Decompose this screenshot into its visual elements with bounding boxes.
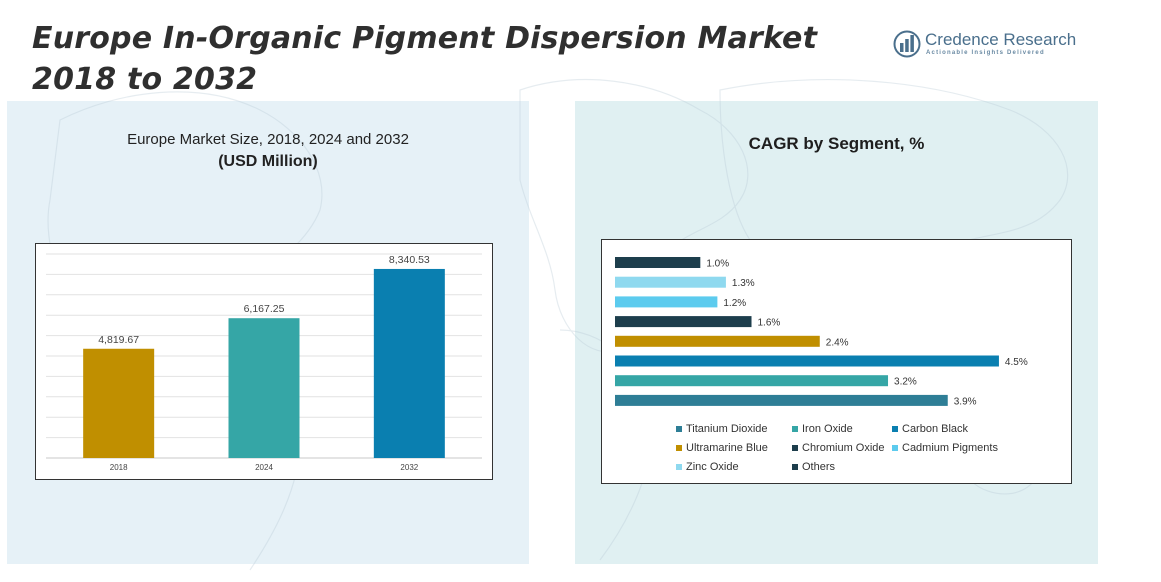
legend-swatch xyxy=(892,445,898,451)
bar-chart-circle-icon xyxy=(893,30,921,58)
legend-label: Zinc Oxide xyxy=(686,461,739,473)
legend-swatch xyxy=(792,426,798,432)
bar-2032 xyxy=(373,268,445,458)
hbar-cadmium-pigments xyxy=(615,296,718,308)
bar-value-label: 4,819.67 xyxy=(98,334,139,346)
cagr-title: CAGR by Segment, % xyxy=(748,134,925,153)
bar-2018 xyxy=(83,348,155,458)
x-tick-label: 2032 xyxy=(400,463,418,472)
logo-tagline: Actionable Insights Delivered xyxy=(926,50,1045,56)
credence-research-logo: Credence Research Actionable Insights De… xyxy=(893,28,1077,62)
hbar-value-label: 1.3% xyxy=(732,278,755,289)
x-tick-label: 2024 xyxy=(255,463,273,472)
legend-item-titanium-dioxide: Titanium Dioxide xyxy=(676,423,768,435)
legend-item-iron-oxide: Iron Oxide xyxy=(792,423,853,435)
legend-item-carbon-black: Carbon Black xyxy=(892,423,968,435)
hbar-value-label: 2.4% xyxy=(826,337,849,348)
market-size-subtitle: Europe Market Size, 2018, 2024 and 2032 xyxy=(127,131,409,148)
legend-label: Ultramarine Blue xyxy=(686,442,768,454)
market-size-unit: (USD Million) xyxy=(218,153,318,170)
legend-label: Carbon Black xyxy=(902,423,969,435)
hbar-titanium-dioxide xyxy=(615,394,948,406)
bar-value-label: 8,340.53 xyxy=(389,254,430,266)
legend-label: Cadmium Pigments xyxy=(902,442,998,454)
hbar-iron-oxide xyxy=(615,375,889,387)
hbar-value-label: 1.0% xyxy=(706,259,729,270)
title-line-1: Europe In-Organic Pigment Dispersion Mar… xyxy=(32,21,818,56)
cagr-chart-frame: 1.0% 1.3% 1.2% 1.6% 2.4% 4.5% 3.2% 3.9% xyxy=(601,239,1072,484)
legend-item-zinc-oxide: Zinc Oxide xyxy=(676,461,739,473)
hbar-value-label: 3.9% xyxy=(954,396,977,407)
hbar-value-label: 1.2% xyxy=(723,298,746,309)
x-tick-label: 2018 xyxy=(110,463,128,472)
legend-label: Chromium Oxide xyxy=(802,442,885,454)
hbar-carbon-black xyxy=(615,355,999,367)
hbar-ultramarine-blue xyxy=(615,335,820,347)
title-line-2: 2018 to 2032 xyxy=(32,62,258,97)
legend-swatch xyxy=(892,426,898,432)
hbar-zinc-oxide xyxy=(615,276,726,288)
legend-item-cadmium-pigments: Cadmium Pigments xyxy=(892,442,998,454)
market-size-chart-frame: 4,819.67 2018 6,167.25 2024 8,340.53 2032 xyxy=(35,243,493,480)
hbar-others xyxy=(615,257,701,268)
legend-label: Iron Oxide xyxy=(802,423,853,435)
hbar-value-label: 4.5% xyxy=(1005,357,1028,368)
market-size-chart: 4,819.67 2018 6,167.25 2024 8,340.53 2032 xyxy=(46,253,482,472)
hbar-value-label: 3.2% xyxy=(894,377,917,388)
legend-item-ultramarine-blue: Ultramarine Blue xyxy=(676,442,768,454)
hbar-value-label: 1.6% xyxy=(758,318,781,329)
legend-label: Others xyxy=(802,461,836,473)
bar-2024 xyxy=(228,318,300,458)
legend-swatch xyxy=(792,445,798,451)
legend-swatch xyxy=(676,445,682,451)
page-title: Europe In-Organic Pigment Dispersion Mar… xyxy=(32,18,817,100)
legend-swatch xyxy=(676,464,682,470)
legend-item-chromium-oxide: Chromium Oxide xyxy=(792,442,885,454)
cagr-chart: 1.0%1.3% 1.2% 1.6% 2.4% 4.5% 3.2% 3.9% xyxy=(615,257,1028,407)
legend-swatch xyxy=(676,426,682,432)
legend-label: Titanium Dioxide xyxy=(686,423,768,435)
bar-value-label: 6,167.25 xyxy=(244,303,285,315)
legend-item-others: Others xyxy=(792,461,835,473)
legend-swatch xyxy=(792,464,798,470)
hbar-chromium-oxide xyxy=(615,316,752,328)
logo-name: Credence Research xyxy=(925,30,1077,49)
